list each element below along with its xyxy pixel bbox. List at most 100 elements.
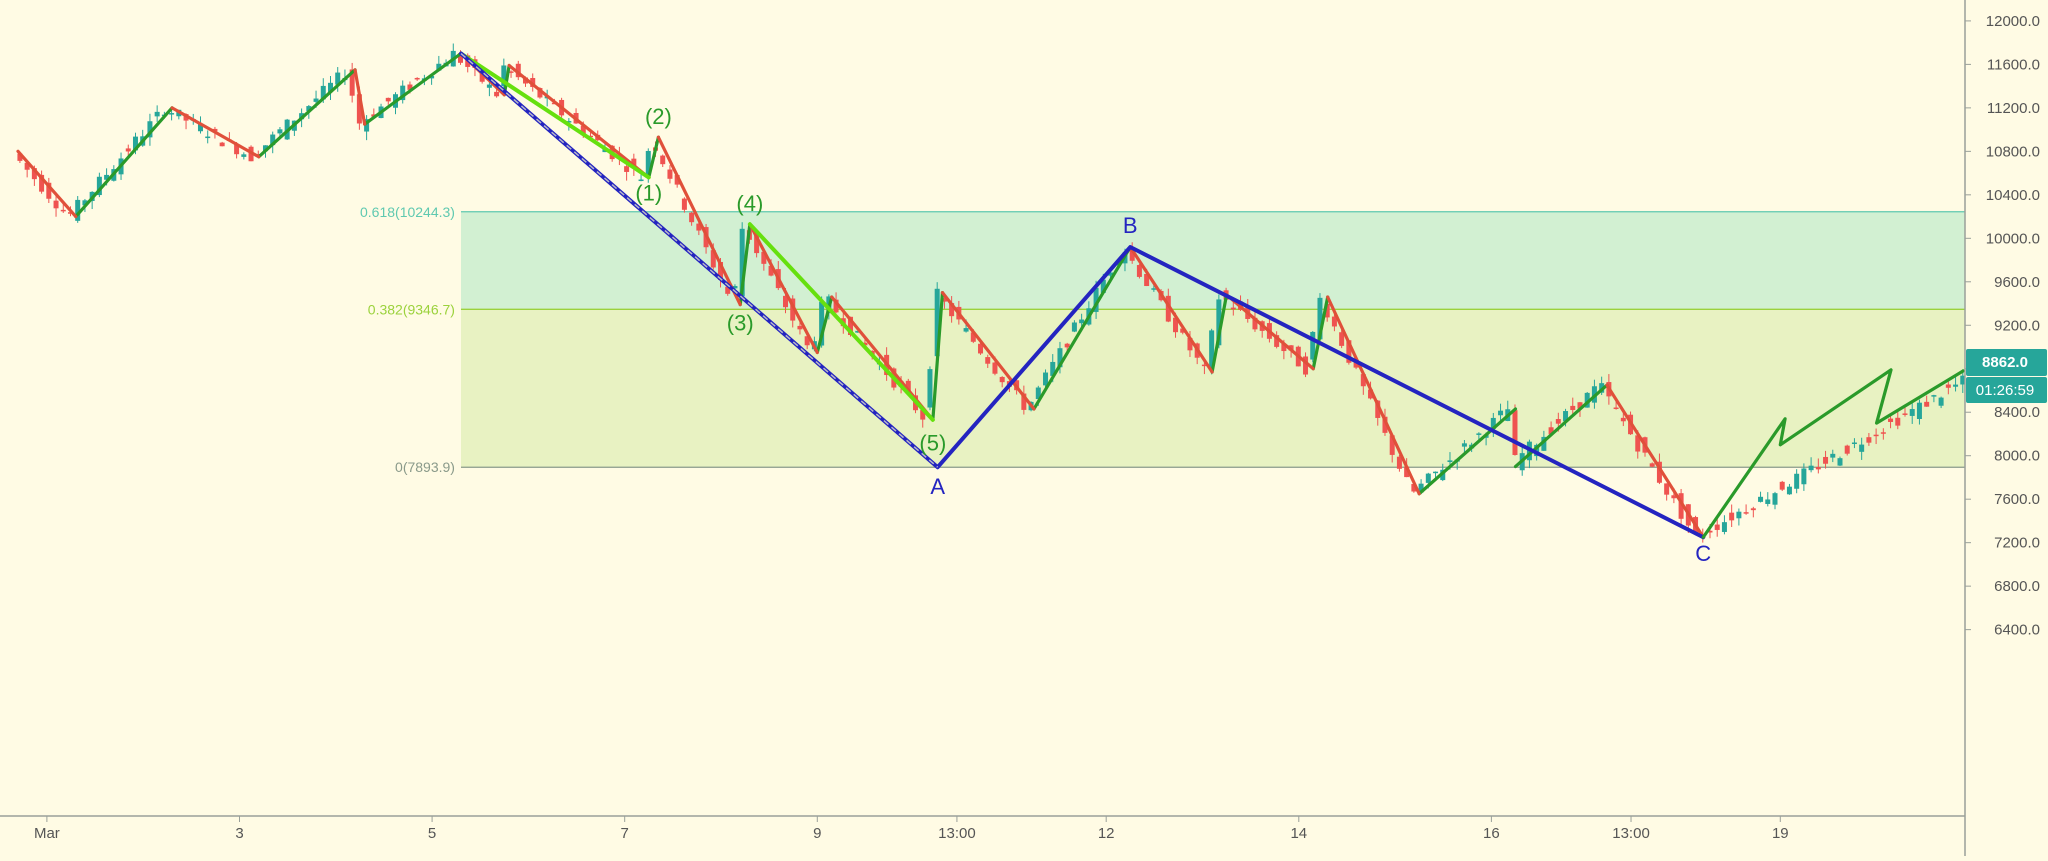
down-wave-leg	[1128, 245, 1214, 374]
fib-level-label: 0.618(10244.3)	[360, 204, 455, 220]
candle-body	[1071, 322, 1077, 332]
candle-body	[1064, 343, 1070, 348]
candle-body	[1772, 493, 1778, 505]
fib-level-label: 0.382(9346.7)	[368, 301, 455, 317]
wave-label: (3)	[727, 311, 754, 336]
candle-body	[24, 162, 30, 170]
candle-body	[508, 71, 514, 73]
candle-body	[1577, 402, 1583, 409]
candle-body	[501, 65, 507, 87]
candle-body	[1808, 465, 1814, 471]
candle-body	[1859, 444, 1865, 452]
candle-body	[494, 91, 500, 97]
down-wave-leg	[1326, 295, 1421, 496]
candle-body	[1563, 411, 1569, 422]
candle-body	[1151, 288, 1157, 290]
candle-body	[1837, 458, 1843, 466]
candle-body	[1750, 508, 1756, 511]
up-wave-leg	[647, 135, 660, 180]
candle-body	[1490, 417, 1496, 429]
candle-body	[1252, 317, 1258, 330]
candle-body	[963, 328, 969, 332]
candle-body	[833, 299, 839, 313]
price-tick-label: 6400.0	[1994, 622, 2040, 639]
time-tick-label: 9	[813, 825, 821, 842]
up-wave-leg	[1032, 245, 1132, 411]
candle-body	[436, 63, 442, 71]
candle-body	[262, 145, 268, 152]
candle-body	[1534, 444, 1540, 457]
candle-body	[638, 179, 644, 182]
up-wave-leg	[74, 106, 174, 219]
candle-body	[132, 136, 138, 151]
candle-body	[1057, 348, 1063, 368]
up-wave-leg	[1513, 383, 1609, 469]
candle-body	[1758, 496, 1764, 502]
impulse-wave-leg	[458, 51, 651, 180]
impulse-wave-leg	[747, 222, 935, 422]
time-tick-label: 12	[1098, 825, 1115, 842]
wave-label: (2)	[645, 104, 672, 129]
candle-body	[1035, 387, 1041, 400]
candle-body	[1830, 453, 1836, 458]
candle-body	[949, 303, 955, 317]
down-wave-leg	[940, 291, 1036, 411]
candle-body	[1743, 512, 1749, 514]
candle-body	[241, 154, 247, 157]
candle-body	[1368, 389, 1374, 399]
candle-body	[1331, 316, 1337, 327]
candle-body	[205, 136, 211, 139]
candle-body	[1765, 499, 1771, 504]
candle-body	[1584, 392, 1590, 408]
candle-body	[855, 330, 861, 333]
time-tick-label: 19	[1772, 825, 1789, 842]
price-tick-label: 11200.0	[1987, 100, 2040, 117]
candle-body	[1620, 417, 1626, 422]
candle-body	[819, 301, 825, 346]
candle-body	[1396, 456, 1402, 469]
candle-body	[1953, 384, 1959, 387]
final-up-wave	[1701, 368, 1965, 539]
candle-body	[414, 77, 420, 80]
candle-body	[941, 298, 947, 302]
candle-body	[320, 85, 326, 100]
candle-body	[96, 176, 102, 196]
candle-body	[60, 209, 66, 212]
candle-body	[1498, 410, 1504, 416]
candle-body	[486, 84, 492, 88]
candle-body	[104, 174, 110, 180]
candle-body	[992, 362, 998, 374]
candle-body	[667, 169, 673, 179]
candle-body	[197, 124, 203, 132]
candle-body	[1187, 337, 1193, 351]
candle-body	[1880, 432, 1886, 434]
up-wave-leg	[363, 51, 463, 126]
up-wave-leg	[931, 291, 945, 422]
candle-body	[1100, 279, 1106, 293]
candle-body	[566, 121, 572, 123]
candle-body	[1209, 330, 1215, 368]
candle-body	[1201, 364, 1207, 367]
time-tick-label: 13:00	[938, 825, 976, 842]
candle-body	[689, 212, 695, 223]
candle-body	[1411, 483, 1417, 492]
candle-body	[17, 153, 23, 161]
candle-body	[783, 295, 789, 308]
down-wave-leg	[353, 68, 367, 126]
candle-body	[1960, 375, 1966, 385]
candle-body	[335, 72, 341, 85]
fib-level-label: 0(7893.9)	[395, 459, 455, 475]
candle-body	[848, 316, 854, 336]
candle-body	[804, 336, 810, 346]
candle-body	[999, 376, 1005, 383]
candle-body	[31, 168, 37, 180]
candle-body	[1815, 467, 1821, 470]
candle-body	[718, 261, 724, 280]
candle-body	[1613, 407, 1619, 410]
price-tick-label: 8000.0	[1994, 448, 2040, 465]
candle-body	[1108, 272, 1114, 276]
down-wave-leg	[656, 135, 742, 307]
candle-body	[1909, 409, 1915, 416]
